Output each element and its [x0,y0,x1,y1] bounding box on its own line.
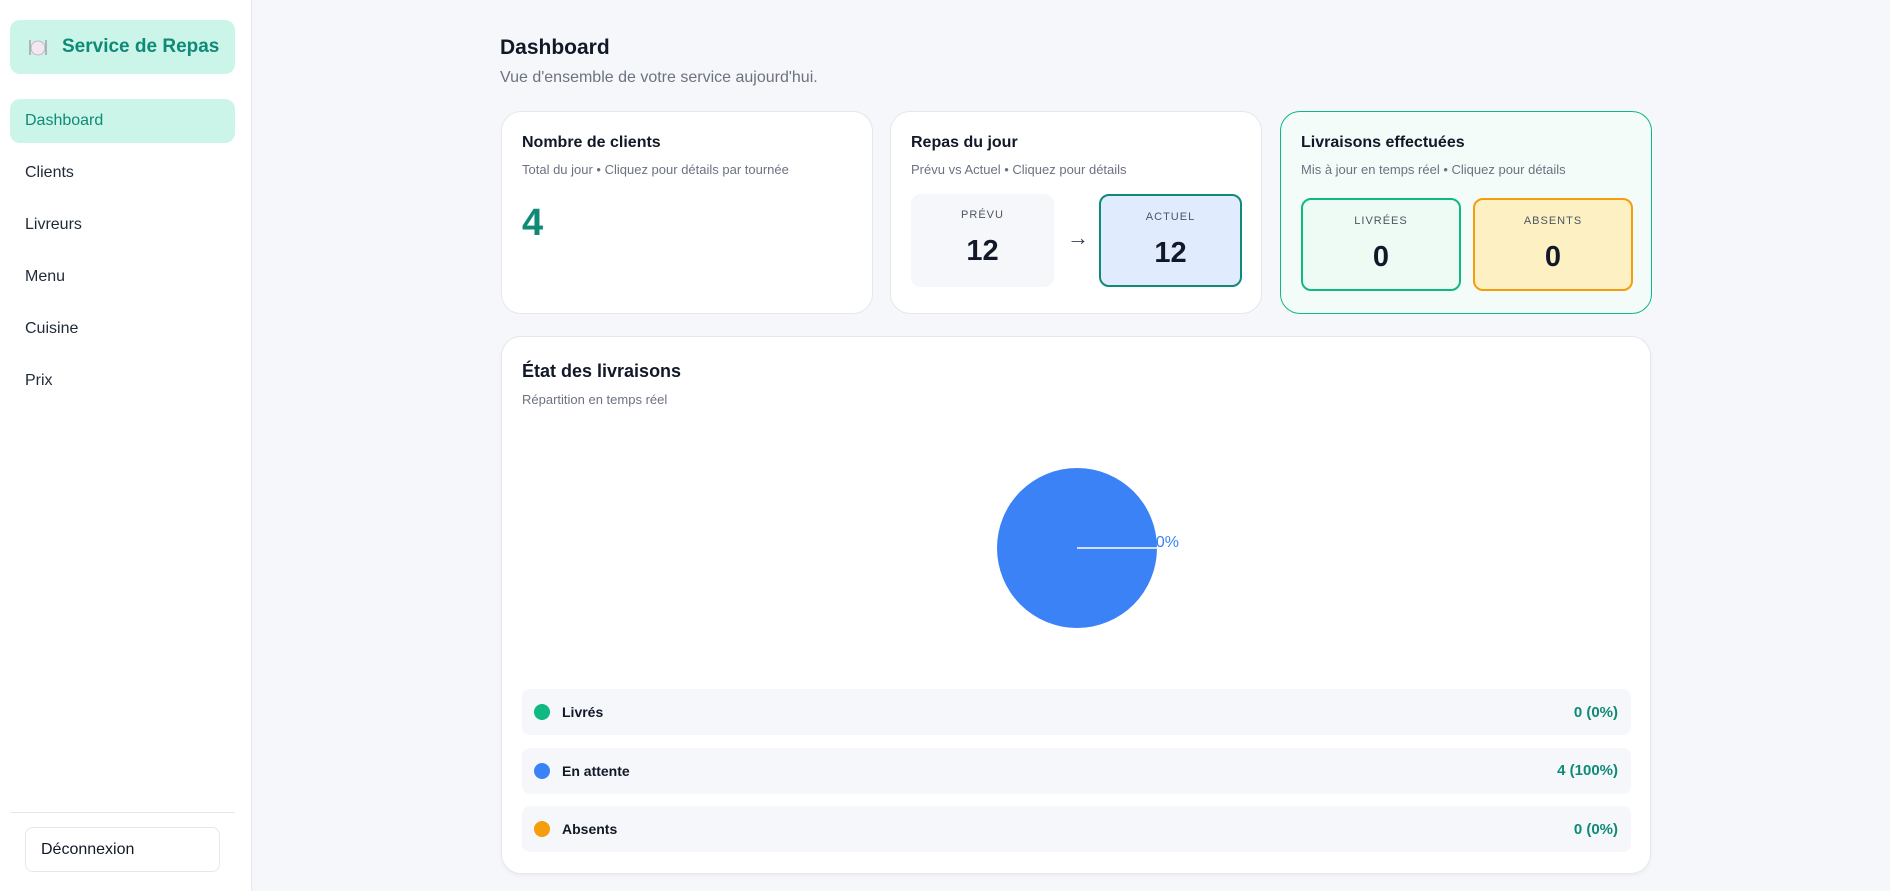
legend-dot [534,704,550,720]
legend-row: En attente 4 (100%) [522,747,1631,794]
delivered-box: LIVRÉES 0 [1301,198,1461,291]
legend-value: 4 (100%) [1557,762,1618,779]
nav-item[interactable]: Dashboard [10,99,235,143]
client-count: 4 [522,202,544,244]
card-subtitle: Total du jour • Cliquez pour détails par… [522,162,789,177]
brand-name: Service de Repas [62,36,220,57]
legend-value: 0 (0%) [1573,820,1618,838]
box-label: ABSENTS [1523,215,1583,227]
brand[interactable]: Service de Repas [10,20,235,74]
box-label: LIVRÉES [1354,215,1408,227]
box-value: 12 [1154,237,1187,269]
legend-dot [534,821,550,837]
chart-subtitle: Répartition en temps réel [522,392,668,407]
chart-title: État des livraisons [522,361,682,381]
planned-box: PRÉVU 12 [911,194,1054,287]
legend-label: Absents [562,821,618,837]
absent-box: ABSENTS 0 [1473,198,1633,291]
legend-value: 0 (0%) [1573,703,1618,721]
actual-box: ACTUEL 12 [1099,194,1242,287]
box-label: ACTUEL [1145,211,1196,223]
brand-icon [29,40,47,56]
logout-button[interactable]: Déconnexion [25,827,220,872]
legend-dot [534,762,550,779]
card-title: Nombre de clients [522,134,661,151]
legend-row: Livrés 0 (0%) [522,689,1631,735]
box-value: 0 [1372,241,1390,273]
legend-label: En attente [562,762,630,779]
page-subtitle: Vue d'ensemble de votre service aujourd'… [500,69,818,86]
box-value: 0 [1544,241,1562,273]
pie-chart: 100% [997,468,1179,628]
meals-card[interactable]: Repas du jour Prévu vs Actuel • Cliquez … [890,111,1262,314]
nav-item[interactable]: Menu [25,268,66,285]
clients-card[interactable]: Nombre de clients Total du jour • Clique… [501,111,873,314]
slice-label: 100% [1138,534,1179,551]
arrow: → [1067,225,1089,250]
card-title: Livraisons effectuées [1301,134,1465,151]
nav-item[interactable]: Cuisine [25,320,79,337]
nav-item[interactable]: Livreurs [25,216,82,233]
sidebar: Service de Repas Dashboard Clients Livreur… [0,0,252,891]
box-value: 12 [966,235,999,267]
legend-label: Livrés [562,704,604,720]
card-title: Repas du jour [911,134,1018,151]
card-subtitle: Prévu vs Actuel • Cliquez pour détails [911,162,1127,177]
deliveries-card[interactable]: Livraisons effectuées Mis à jour en temp… [1280,111,1652,314]
chart-card: État des livraisons Répartition en temps… [501,336,1651,874]
nav-item[interactable]: Clients [25,164,74,181]
legend-row: Absents 0 (0%) [522,806,1631,852]
page-title: Dashboard [500,36,610,59]
nav-item[interactable]: Prix [25,372,53,389]
box-label: PRÉVU [961,209,1004,221]
card-subtitle: Mis à jour en temps réel • Cliquez pour … [1301,162,1566,177]
separator [10,812,235,813]
